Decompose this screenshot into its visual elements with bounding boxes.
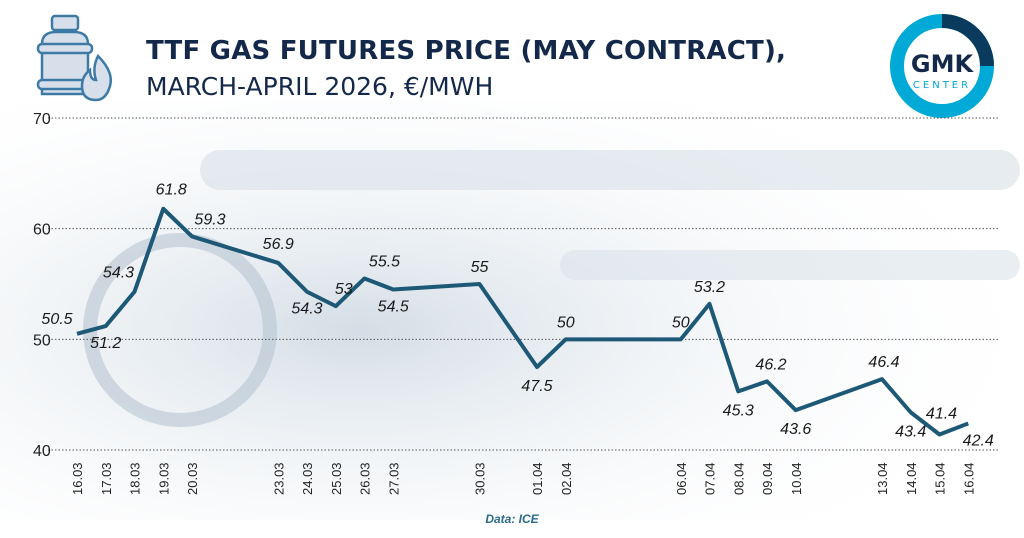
- gmk-center-logo: GMK CENTER: [890, 14, 994, 118]
- gas-cylinder-flame-icon: [36, 14, 112, 102]
- x-tick-label: 13.04: [875, 462, 890, 495]
- data-label: 54.3: [103, 265, 134, 282]
- x-tick-label: 08.04: [731, 462, 746, 495]
- data-source: Data: ICE: [485, 512, 539, 526]
- data-label: 46.2: [755, 356, 786, 373]
- x-tick-label: 02.04: [559, 462, 574, 495]
- x-tick-label: 20.03: [185, 462, 200, 495]
- data-label: 43.4: [895, 423, 926, 440]
- y-tick-label: 70: [33, 111, 51, 128]
- y-tick-label: 50: [33, 332, 51, 349]
- data-label: 41.4: [926, 406, 957, 423]
- x-tick-label: 17.03: [99, 462, 114, 495]
- logo-main-text: GMK: [911, 50, 975, 78]
- x-tick-label: 15.04: [933, 462, 948, 495]
- x-tick-label: 07.04: [703, 462, 718, 495]
- x-tick-label: 25.03: [329, 462, 344, 495]
- data-label: 59.3: [194, 211, 225, 228]
- x-tick-label: 18.03: [128, 462, 143, 495]
- data-label: 54.3: [291, 301, 322, 318]
- logo-sub-text: CENTER: [913, 80, 971, 91]
- y-tick-label: 40: [33, 443, 51, 460]
- data-label: 50: [557, 314, 575, 331]
- data-label: 46.4: [868, 354, 899, 371]
- x-tick-label: 14.04: [904, 462, 919, 495]
- data-label: 54.5: [378, 299, 409, 316]
- x-tick-label: 10.04: [789, 462, 804, 495]
- x-tick-label: 01.04: [530, 462, 545, 495]
- data-label: 56.9: [263, 236, 294, 253]
- data-label: 51.2: [90, 335, 121, 352]
- data-label: 53: [335, 281, 353, 298]
- x-tick-label: 16.03: [70, 462, 85, 495]
- x-tick-label: 16.04: [961, 462, 976, 495]
- x-tick-label: 26.03: [358, 462, 373, 495]
- x-tick-label: 19.03: [156, 462, 171, 495]
- data-label: 50.5: [41, 311, 72, 328]
- chart-subtitle: MARCH-APRIL 2026, €/MWH: [146, 72, 494, 101]
- data-label: 45.3: [723, 402, 754, 419]
- x-tick-label: 06.04: [674, 462, 689, 495]
- y-tick-label: 60: [33, 222, 51, 239]
- data-label: 61.8: [156, 182, 187, 199]
- data-label: 53.2: [694, 279, 725, 296]
- data-label: 42.4: [963, 432, 994, 449]
- data-label: 43.6: [780, 421, 811, 438]
- chart-title: TTF GAS FUTURES PRICE (MAY CONTRACT),: [146, 36, 787, 66]
- x-tick-label: 27.03: [386, 462, 401, 495]
- data-label: 55: [471, 259, 489, 276]
- data-label: 55.5: [369, 253, 400, 270]
- x-tick-label: 24.03: [300, 462, 315, 495]
- data-label: 50: [672, 314, 690, 331]
- x-tick-label: 30.03: [473, 462, 488, 495]
- x-tick-label: 09.04: [760, 462, 775, 495]
- price-line: [76, 206, 969, 437]
- x-tick-label: 23.03: [271, 462, 286, 495]
- data-label: 47.5: [521, 378, 552, 395]
